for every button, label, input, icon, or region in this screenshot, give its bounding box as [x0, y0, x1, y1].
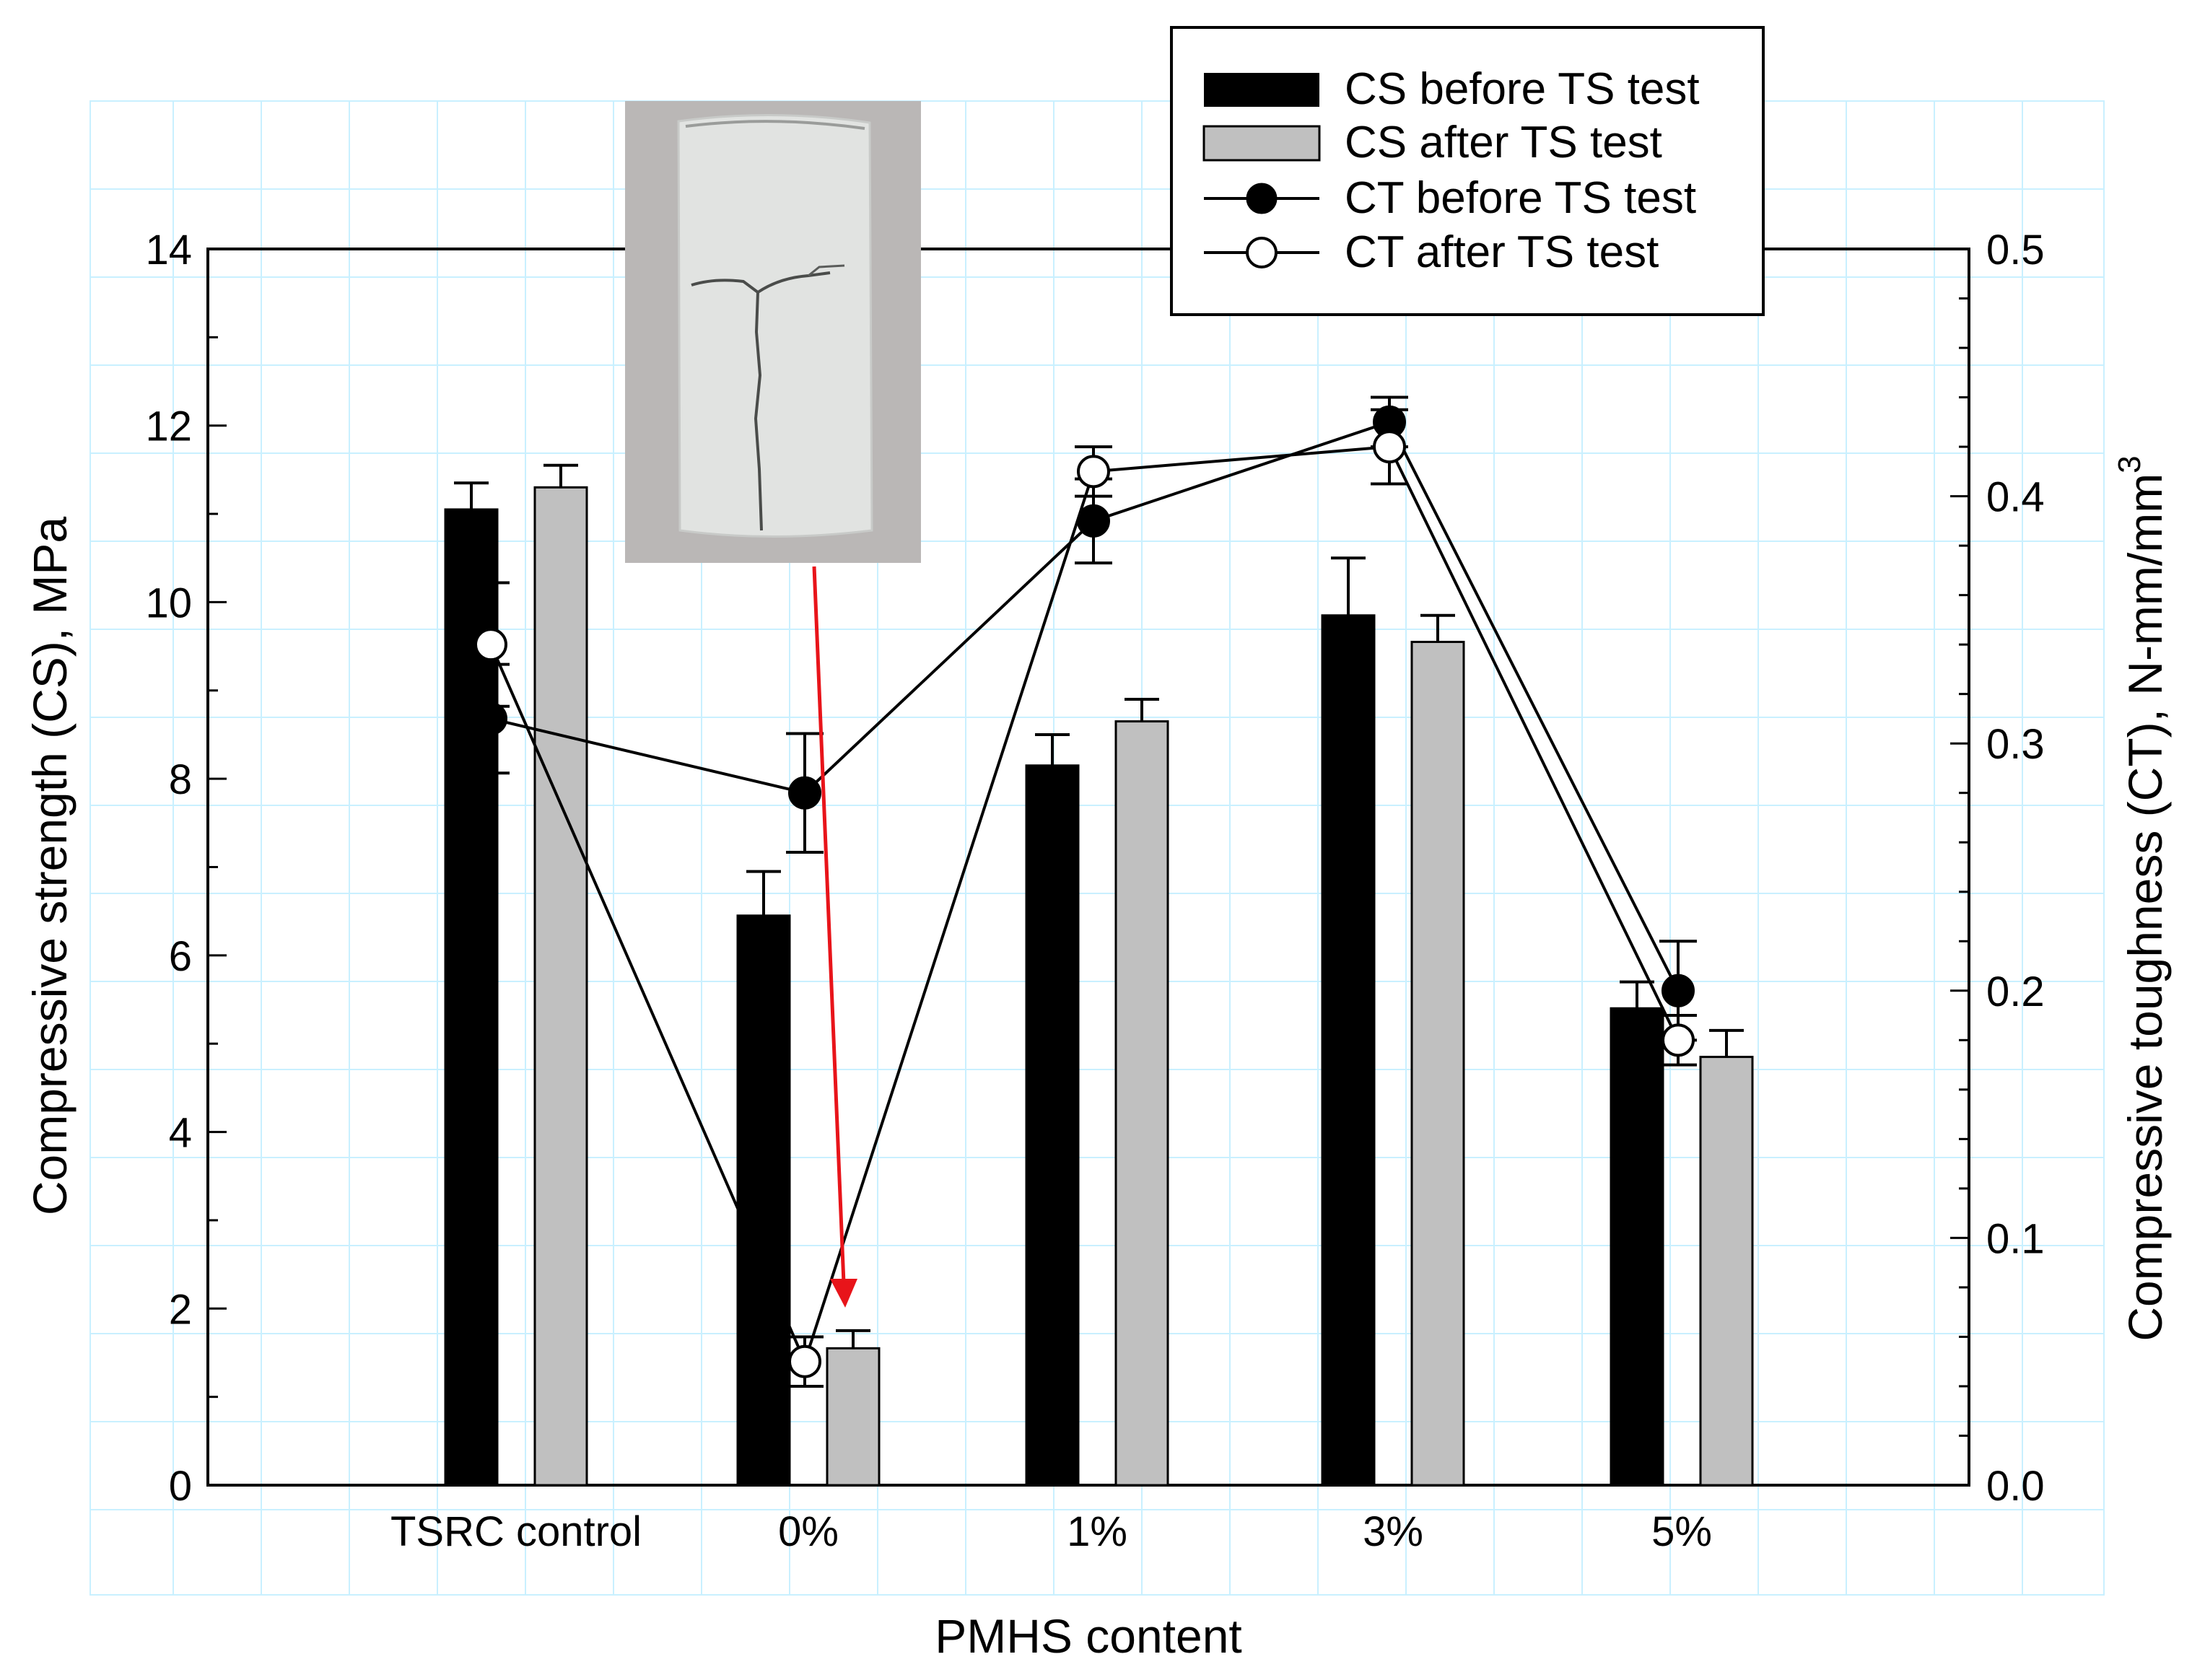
- x-tick-label: 0%: [778, 1508, 839, 1555]
- ct-marker: [1662, 974, 1695, 1007]
- left-y-tick-label: 2: [169, 1286, 192, 1333]
- crack-branch: [808, 264, 845, 277]
- left-y-tick-label: 4: [169, 1110, 192, 1157]
- right-y-axis-title-superscript: 3: [2112, 455, 2147, 473]
- x-tick-label: 1%: [1067, 1508, 1127, 1555]
- background-grid: [89, 100, 2105, 1596]
- legend-item-ct-after: CT after TS test: [1204, 227, 1659, 277]
- left-y-tick-label: 14: [145, 227, 192, 274]
- legend-marker-ct-before: [1246, 183, 1278, 214]
- x-axis-title: PMHS content: [935, 1609, 1242, 1663]
- left-y-tick-label: 12: [145, 403, 192, 450]
- left-y-tick-label: 0: [169, 1463, 192, 1510]
- line-layer: [472, 395, 1697, 1388]
- ct-marker: [1662, 1023, 1695, 1057]
- left-y-tick-label: 8: [169, 756, 192, 803]
- right-y-axis-title: Compressive toughness (CT), N-mm/mm3: [2112, 455, 2172, 1341]
- left-y-axis: 0 2 4 6 8 10 12 14: [145, 227, 227, 1510]
- vertical-crack: [754, 292, 763, 531]
- left-y-tick-label: 6: [169, 933, 192, 980]
- legend-item-ct-before: CT before TS test: [1204, 173, 1696, 223]
- legend-marker-ct-after: [1246, 237, 1278, 268]
- specimen-top-edge: [685, 120, 865, 130]
- right-y-tick-label: 0.0: [1986, 1463, 2045, 1510]
- right-y-tick-label: 0.1: [1986, 1215, 2045, 1262]
- right-y-tick-label: 0.4: [1986, 474, 2045, 521]
- bar-layer: [444, 463, 1754, 1487]
- bar: [1114, 720, 1169, 1487]
- ct-marker: [474, 701, 507, 735]
- legend-item-cs-after: CS after TS test: [1202, 118, 1662, 167]
- x-tick-label: 5%: [1651, 1508, 1712, 1555]
- legend-item-cs-before: CS before TS test: [1204, 64, 1700, 114]
- ct-marker: [1077, 504, 1110, 538]
- x-tick-label: 3%: [1363, 1508, 1423, 1555]
- right-y-tick-label: 0.2: [1986, 968, 2045, 1015]
- ct-marker: [788, 776, 821, 810]
- legend-swatch-cs-after: [1202, 125, 1321, 162]
- left-y-axis-title: Compressive strength (CS), MPa: [23, 517, 77, 1216]
- right-y-axis-title-main: Compressive toughness (CT), N-mm/mm: [2118, 473, 2172, 1342]
- legend-label-cs-after: CS after TS test: [1345, 118, 1662, 167]
- bar: [533, 486, 588, 1487]
- legend: CS before TS test CS after TS test CT be…: [1170, 26, 1765, 316]
- ct-marker: [1077, 455, 1110, 489]
- right-y-tick-label: 0.3: [1986, 721, 2045, 768]
- bar: [1610, 1007, 1664, 1487]
- bar: [1699, 1056, 1754, 1487]
- bar: [1410, 640, 1465, 1487]
- specimen-photo: [625, 101, 921, 563]
- bar: [1321, 614, 1376, 1487]
- legend-swatch-cs-before: [1204, 73, 1319, 107]
- red-arrow: [812, 566, 857, 1308]
- x-axis: TSRC control 0% 1% 3% 5%: [390, 1508, 1712, 1555]
- bar: [826, 1347, 881, 1487]
- right-y-axis: 0.0 0.1 0.2 0.3 0.4 0.5: [1950, 227, 2045, 1510]
- ct-marker: [788, 1344, 821, 1378]
- legend-label-ct-before: CT before TS test: [1345, 173, 1696, 223]
- legend-label-ct-after: CT after TS test: [1345, 227, 1659, 277]
- left-y-tick-label: 10: [145, 579, 192, 626]
- legend-label-cs-before: CS before TS test: [1345, 64, 1700, 114]
- bar: [736, 914, 791, 1487]
- ct-marker: [1373, 430, 1406, 464]
- right-y-tick-label: 0.5: [1986, 227, 2045, 274]
- specimen-cylinder: [677, 113, 873, 538]
- bar: [1025, 764, 1080, 1487]
- ct-marker: [474, 628, 507, 662]
- x-tick-label: TSRC control: [390, 1508, 642, 1555]
